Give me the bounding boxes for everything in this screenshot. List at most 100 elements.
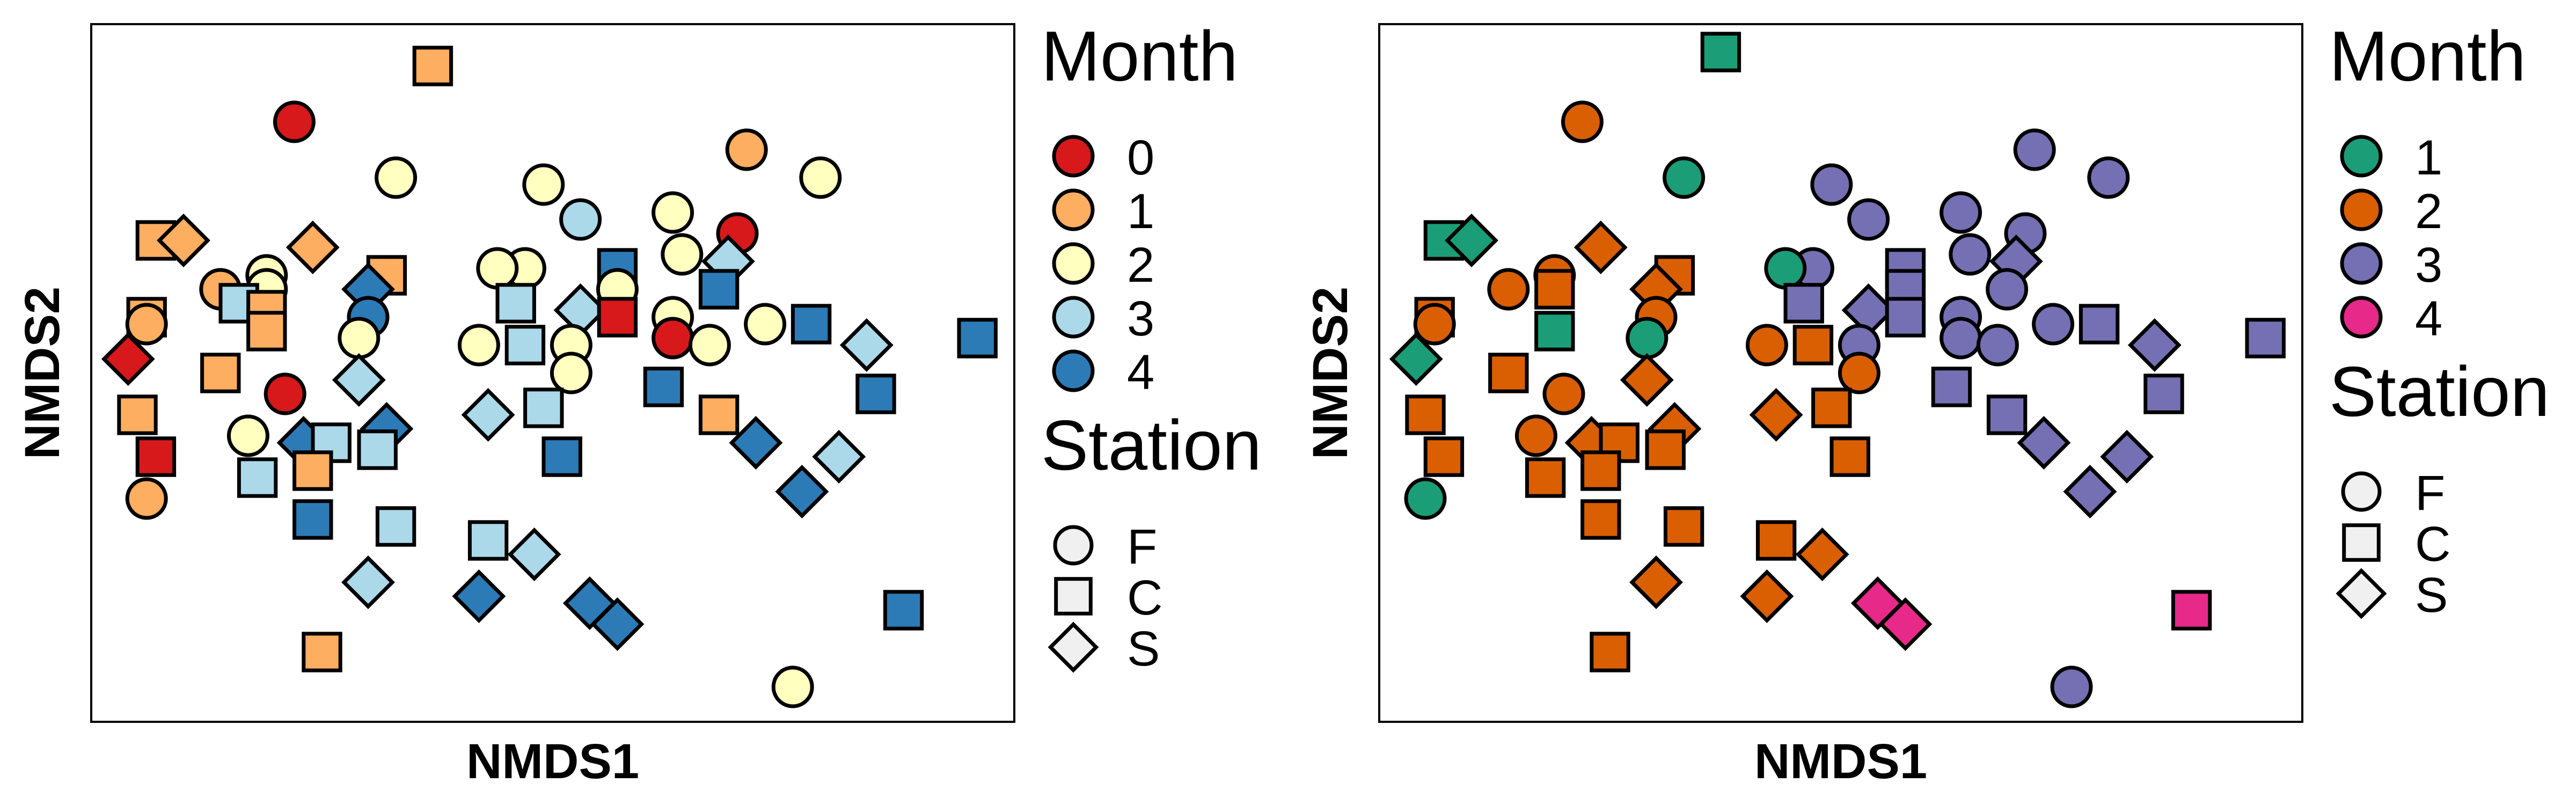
data-point-diamond [775, 465, 829, 518]
data-point-circle [1542, 372, 1585, 415]
data-point-square [1931, 367, 1972, 407]
data-point-square [200, 353, 241, 393]
data-point-square [2143, 374, 2184, 414]
data-point-diamond [1620, 353, 1674, 407]
data-point-square [467, 520, 509, 561]
data-point-square [412, 46, 453, 86]
data-point-circle [1663, 156, 1706, 199]
y-axis-title-left: NMDS2 [15, 287, 70, 459]
data-point-square [1534, 311, 1575, 352]
data-point-circle [338, 317, 380, 360]
legend-label-station: C [2415, 517, 2450, 572]
data-point-circle [1810, 163, 1853, 206]
legend-key-station-circle [2341, 471, 2382, 512]
legend-key-month [1052, 135, 1095, 178]
data-point-diamond [1795, 528, 1849, 581]
data-point-square [1811, 387, 1852, 428]
data-point-diamond [2017, 416, 2071, 470]
data-point-square [1645, 429, 1686, 470]
legend-key-month [1052, 296, 1095, 339]
data-point-square [1986, 394, 2028, 435]
data-point-circle [2032, 303, 2075, 346]
data-point-circle [1976, 324, 2019, 367]
data-point-circle [688, 324, 731, 367]
data-point-circle [652, 317, 694, 360]
legend-label-station: S [2415, 568, 2448, 623]
legend-key-month [1052, 242, 1095, 285]
data-point-diamond [729, 416, 783, 470]
legend-label-station: C [1127, 570, 1162, 625]
data-point-square [1792, 325, 1834, 365]
data-point-diamond [839, 318, 894, 372]
data-point-square [495, 283, 536, 324]
data-point-square [1580, 499, 1621, 540]
legend-label-month: 3 [2415, 238, 2442, 292]
data-point-diamond [452, 569, 506, 623]
data-point-square [1423, 436, 1465, 477]
data-point-circle [1940, 317, 1982, 360]
data-point-square [855, 374, 896, 414]
legend-key-station-diamond [2336, 568, 2387, 619]
data-point-square [1885, 297, 1926, 338]
legend-key-month [1052, 188, 1095, 231]
data-point-circle [1487, 268, 1530, 311]
data-point-circle [1838, 352, 1880, 394]
data-point-circle [725, 128, 768, 171]
data-point-diamond [2063, 465, 2117, 518]
data-point-square [1488, 353, 1529, 393]
data-point-circle [744, 303, 787, 346]
data-point-square [1755, 520, 1797, 561]
legend-label-month: 1 [1127, 184, 1154, 239]
data-point-circle [652, 191, 694, 234]
legend-key-month [2340, 242, 2383, 285]
points-right [1389, 32, 2286, 708]
legend-title-month: Month [2329, 17, 2526, 96]
data-point-circle [457, 324, 500, 367]
data-point-square [523, 387, 564, 428]
legend-label-station: F [2415, 466, 2445, 521]
data-point-square [237, 457, 278, 498]
data-point-square [2245, 318, 2286, 358]
data-point-square [1405, 394, 1446, 435]
legend-key-month [1052, 349, 1095, 392]
data-point-diamond [341, 555, 395, 609]
data-point-square [791, 304, 832, 345]
data-point-square [292, 499, 333, 540]
legend-label-month: 0 [1127, 130, 1154, 185]
data-point-circle [2050, 665, 2093, 708]
points-left [101, 46, 998, 708]
legend-label-month: 1 [2415, 130, 2442, 185]
legend-label-month: 2 [1127, 238, 1154, 292]
data-point-square [357, 429, 398, 470]
data-point-square [957, 318, 998, 358]
data-point-diamond [461, 388, 515, 442]
data-point-circle [1764, 247, 1807, 290]
data-point-square [698, 269, 740, 310]
data-point-circle [1949, 233, 1992, 276]
data-point-diamond [1878, 597, 1933, 651]
data-point-circle [125, 477, 168, 520]
data-point-square [1700, 32, 1741, 72]
data-point-diamond [2100, 430, 2154, 484]
data-point-square [1534, 269, 1575, 310]
data-point-square [643, 367, 684, 407]
data-point-square [292, 450, 333, 491]
data-point-diamond [1389, 332, 1443, 386]
legend-label-month: 3 [1127, 291, 1154, 346]
legend-key-month [2340, 188, 2383, 231]
legend-title-station: Station [2329, 352, 2550, 431]
data-point-circle [2013, 128, 2056, 171]
data-point-diamond [286, 221, 340, 274]
data-point-circle [1626, 317, 1668, 360]
data-point-circle [799, 156, 842, 199]
data-point-square [1525, 457, 1566, 498]
data-point-diamond [1445, 214, 1498, 267]
data-point-circle [1847, 198, 1890, 241]
data-point-square [1783, 283, 1824, 324]
data-point-square [1829, 436, 1870, 477]
